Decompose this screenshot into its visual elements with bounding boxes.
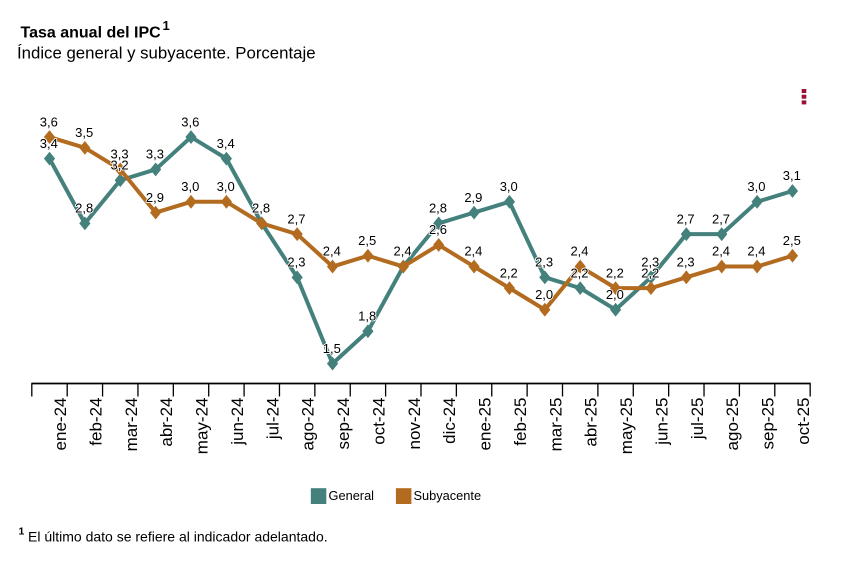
svg-text:2,6: 2,6 [429, 222, 447, 237]
svg-text:1: 1 [163, 18, 170, 33]
svg-text:feb-24: feb-24 [86, 398, 105, 446]
svg-text:2,2: 2,2 [641, 265, 659, 280]
svg-text:3,3: 3,3 [111, 147, 129, 162]
svg-text:2,3: 2,3 [535, 255, 553, 270]
svg-text:2,8: 2,8 [252, 201, 270, 216]
svg-text:2,4: 2,4 [394, 244, 412, 259]
svg-text:2,3: 2,3 [641, 255, 659, 270]
svg-text:jun-24: jun-24 [228, 398, 247, 446]
svg-text:2,9: 2,9 [464, 190, 482, 205]
svg-text:2,4: 2,4 [394, 244, 412, 259]
svg-text:1: 1 [19, 526, 25, 538]
svg-text:1,8: 1,8 [358, 308, 376, 323]
svg-text:2,7: 2,7 [712, 211, 730, 226]
svg-text:2,2: 2,2 [500, 265, 518, 280]
svg-text:2,4: 2,4 [712, 244, 730, 259]
svg-text:may-24: may-24 [193, 398, 212, 455]
svg-text:3,0: 3,0 [181, 179, 199, 194]
svg-text:dic-24: dic-24 [440, 398, 459, 444]
svg-text:3,0: 3,0 [747, 179, 765, 194]
svg-text:2,4: 2,4 [323, 244, 341, 259]
svg-text:2,7: 2,7 [677, 211, 695, 226]
svg-text:2,8: 2,8 [429, 201, 447, 216]
svg-text:2,4: 2,4 [747, 244, 765, 259]
svg-text:3,5: 3,5 [75, 125, 93, 140]
svg-text:ago-24: ago-24 [299, 398, 318, 451]
svg-text:3,6: 3,6 [181, 114, 199, 129]
svg-text:feb-25: feb-25 [511, 398, 530, 446]
svg-text:oct-24: oct-24 [369, 398, 388, 445]
svg-text:1,5: 1,5 [323, 341, 341, 356]
svg-text:2,2: 2,2 [606, 265, 624, 280]
svg-text:3,6: 3,6 [40, 114, 58, 129]
svg-text:oct-25: oct-25 [794, 398, 813, 445]
svg-text:3,4: 3,4 [40, 136, 58, 151]
svg-text:2,4: 2,4 [570, 244, 588, 259]
svg-text:sep-24: sep-24 [334, 398, 353, 450]
svg-text:Subyacente: Subyacente [414, 488, 482, 503]
svg-text:2,0: 2,0 [535, 287, 553, 302]
svg-text:3,3: 3,3 [146, 147, 164, 162]
svg-text:abr-24: abr-24 [157, 398, 176, 447]
svg-text:Tasa anual del IPC: Tasa anual del IPC [21, 25, 162, 42]
svg-text:Índice general y subyacente. P: Índice general y subyacente. Porcentaje [17, 43, 316, 62]
svg-text:mar-25: mar-25 [546, 398, 565, 452]
svg-text:3,2: 3,2 [111, 157, 129, 172]
svg-text:ago-25: ago-25 [723, 398, 742, 451]
svg-text:3,0: 3,0 [217, 179, 235, 194]
svg-text:2,9: 2,9 [146, 190, 164, 205]
svg-text:2,8: 2,8 [252, 201, 270, 216]
svg-text:jun-25: jun-25 [652, 398, 671, 446]
svg-text:sep-25: sep-25 [759, 398, 778, 450]
svg-text:ene-25: ene-25 [476, 398, 495, 451]
svg-text:mar-24: mar-24 [122, 398, 141, 452]
svg-text:nov-24: nov-24 [405, 398, 424, 450]
svg-text:3,4: 3,4 [217, 136, 235, 151]
svg-text:El último dato se refiere al i: El último dato se refiere al indicador a… [28, 528, 328, 544]
svg-text:2,7: 2,7 [287, 211, 305, 226]
svg-text:3,0: 3,0 [500, 179, 518, 194]
svg-text:2,4: 2,4 [464, 244, 482, 259]
svg-text:2,5: 2,5 [358, 233, 376, 248]
svg-text:3,1: 3,1 [783, 168, 801, 183]
svg-text:ene-24: ene-24 [51, 398, 70, 451]
svg-text:may-25: may-25 [617, 398, 636, 455]
svg-text:abr-25: abr-25 [582, 398, 601, 447]
svg-text:2,8: 2,8 [75, 201, 93, 216]
svg-text:General: General [329, 488, 375, 503]
svg-text:2,0: 2,0 [606, 287, 624, 302]
svg-text:jul-24: jul-24 [263, 398, 282, 441]
svg-text:2,5: 2,5 [783, 233, 801, 248]
svg-text:2,2: 2,2 [570, 265, 588, 280]
svg-text:2,3: 2,3 [287, 255, 305, 270]
svg-text:2,3: 2,3 [677, 255, 695, 270]
svg-text:jul-25: jul-25 [688, 398, 707, 441]
